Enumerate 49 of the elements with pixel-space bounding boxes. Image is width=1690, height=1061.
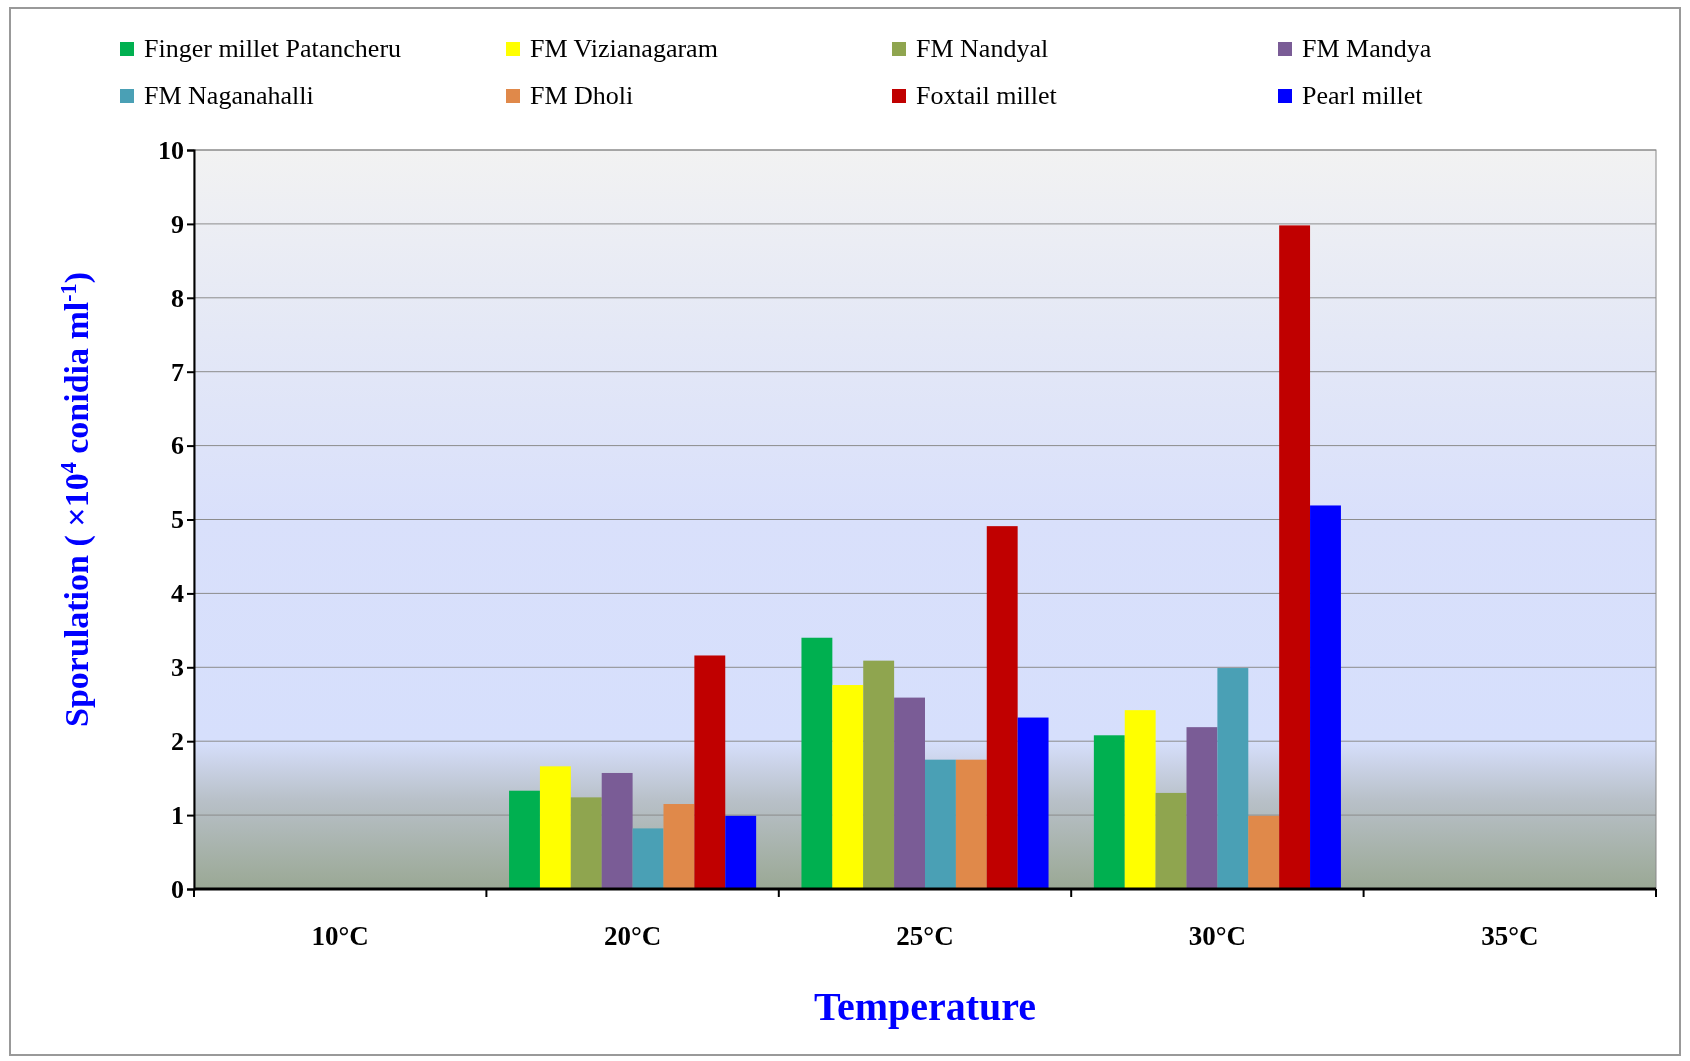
bar: [663, 804, 695, 889]
bar: [1186, 727, 1218, 889]
bar: [632, 828, 664, 889]
y-tick-label: 2: [171, 727, 184, 757]
y-tick-label: 0: [171, 874, 184, 904]
y-tick-label: 1: [171, 800, 184, 830]
y-tick-label: 9: [171, 209, 184, 239]
bar: [601, 772, 633, 889]
x-tick-label: 30°C: [1188, 921, 1247, 951]
y-tick-label: 7: [171, 357, 184, 387]
y-tick-label: 4: [171, 579, 184, 609]
legend-label: Pearl millet: [1302, 81, 1424, 110]
x-tick-label: 20°C: [603, 921, 662, 951]
bar: [955, 759, 987, 889]
bar: [1017, 717, 1049, 889]
bar: [1155, 792, 1187, 889]
y-tick-label: 3: [171, 653, 184, 683]
x-axis-title: Temperature: [813, 984, 1037, 1029]
legend-label: FM Nandyal: [916, 34, 1049, 63]
y-tick-label: 8: [171, 283, 184, 313]
x-tick-label: 35°C: [1481, 921, 1539, 951]
bar: [863, 660, 895, 889]
bar: [694, 655, 726, 889]
y-tick-label: 10: [158, 135, 184, 165]
bar: [1093, 735, 1125, 889]
bar: [1279, 225, 1311, 889]
bar: [986, 526, 1018, 889]
legend-label: Finger millet Patancheru: [144, 34, 402, 63]
bar: [725, 815, 757, 889]
legend-label: FM Naganahalli: [144, 81, 314, 110]
bar: [1217, 668, 1249, 889]
y-tick-label: 6: [171, 431, 184, 461]
bar: [894, 697, 925, 889]
bar: [509, 790, 540, 889]
bar: [925, 759, 956, 889]
x-tick-label: 25°C: [896, 921, 954, 951]
bar: [1248, 815, 1280, 889]
legend-label: FM Dholi: [530, 81, 634, 110]
legend-label: Foxtail millet: [916, 81, 1058, 110]
bar: [1124, 710, 1156, 889]
legend-label: FM Vizianagaram: [530, 34, 718, 63]
bar: [801, 637, 833, 889]
bar: [570, 797, 602, 889]
bar: [1310, 505, 1341, 889]
bar: [539, 766, 571, 889]
x-tick-label: 10°C: [311, 921, 369, 951]
y-tick-label: 5: [171, 505, 184, 535]
bar: [832, 685, 864, 889]
legend-label: FM Mandya: [1302, 34, 1432, 63]
